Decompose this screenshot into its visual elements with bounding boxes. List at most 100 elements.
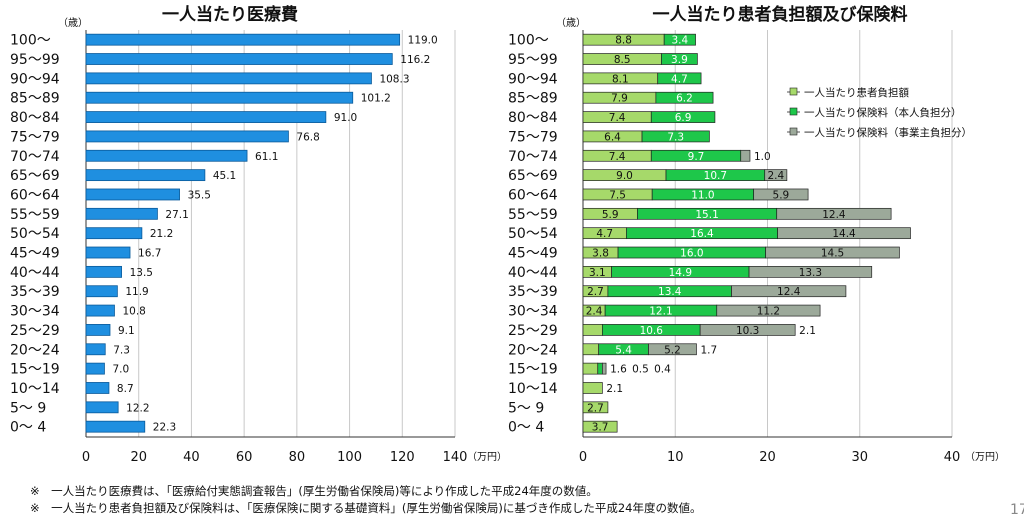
premium-employer-value-label: 11.2 (757, 306, 780, 318)
premium-employer-value-label: 10.3 (736, 325, 759, 337)
medical-cost-value-label: 45.1 (213, 170, 236, 182)
medical-cost-value-label: 13.5 (130, 267, 153, 279)
right-x-tick-label: 10 (667, 450, 684, 465)
medical-cost-value-label: 101.2 (361, 93, 391, 105)
right-age-label: 20～24 (508, 342, 558, 358)
left-age-label: 50～54 (10, 226, 60, 242)
premium-employer-segment (748, 266, 873, 278)
premium-employer-value-label: 2.4 (767, 170, 784, 182)
medical-cost-bar (85, 285, 118, 298)
premium-employer-segment (776, 207, 892, 220)
medical-cost-value-label: 27.1 (165, 209, 188, 221)
medical-cost-bar (85, 33, 401, 46)
legend-label: 一人当たり保険料（本人負担分） (804, 106, 962, 119)
medical-cost-bar (85, 227, 143, 240)
patient-burden-value-label: 1.6 (610, 364, 627, 376)
premium-self-value-label: 4.7 (671, 73, 688, 85)
axis-labels: 100～ 95～99 90～94 85～89 80～84 75～79 70～74 65～69 6… (10, 33, 558, 436)
premium-employer-value-label: 0.4 (654, 364, 671, 376)
premium-employer-segment (602, 362, 607, 375)
patient-burden-value-label: 2.4 (586, 306, 603, 318)
left-age-label: 40～44 (10, 265, 60, 281)
medical-cost-bar (85, 401, 119, 414)
right-age-label: 60～64 (508, 187, 558, 203)
premium-self-value-label: 15.1 (695, 209, 718, 221)
right-age-label: 45～49 (508, 246, 558, 262)
patient-burden-value-label: 8.5 (614, 54, 631, 66)
right-age-label: 100～ (508, 33, 549, 49)
premium-employer-value-label: 14.5 (821, 248, 844, 260)
right-x-tick-label: 40 (944, 450, 961, 465)
right-age-label: 50～54 (508, 226, 558, 242)
premium-employer-segment (731, 285, 847, 298)
medical-cost-bar (85, 149, 248, 162)
premium-self-value-label: 10.7 (704, 170, 727, 182)
medical-cost-bar (85, 420, 146, 433)
legend-swatch (789, 127, 798, 136)
patient-burden-value-label: 1.7 (700, 344, 717, 356)
premium-self-segment (663, 33, 696, 46)
page-number: 17 (1010, 502, 1024, 518)
footnote-medical-cost-source: ※ 一人当たり医療費は、「医療給付実態調査報告」(厚生労働省保険局)等により作成… (30, 484, 598, 498)
right-age-label: 25～29 (508, 323, 558, 339)
right-age-label: 55～59 (508, 207, 558, 223)
patient-burden-value-label: 7.9 (611, 93, 628, 105)
medical-cost-value-label: 119.0 (408, 35, 438, 47)
premium-self-value-label: 13.4 (658, 286, 682, 298)
medical-cost-bar (85, 246, 131, 259)
left-x-tick-label: 100 (337, 450, 362, 465)
patient-burden-value-label: 3.7 (592, 422, 609, 434)
medical-cost-bar (85, 72, 372, 85)
medical-cost-bar (85, 265, 122, 278)
medical-cost-bar (85, 207, 158, 220)
patient-burden-segment (582, 382, 603, 394)
medical-cost-bar (85, 343, 106, 356)
premium-employer-segment (699, 324, 796, 336)
medical-cost-value-label: 91.0 (334, 112, 357, 124)
left-age-label: 95～99 (10, 52, 60, 68)
right-age-label: 10～14 (508, 381, 558, 397)
left-age-unit-label: （歳） (58, 17, 88, 29)
medical-cost-value-label: 22.3 (153, 422, 176, 434)
right-age-label: 40～44 (508, 265, 558, 281)
legend-label: 一人当たり患者負担額 (804, 86, 909, 99)
left-age-label: 65～69 (10, 168, 60, 184)
patient-burden-value-label: 2.7 (587, 402, 604, 414)
medical-cost-bar (85, 324, 111, 336)
left-x-tick-label: 40 (183, 450, 200, 465)
premium-employer-segment (777, 227, 911, 240)
left-age-label: 35～39 (10, 284, 60, 300)
right-chart-title: 一人当たり患者負担額及び保険料 (653, 4, 908, 25)
left-age-label: 10～14 (10, 381, 60, 397)
patient-burden-segment (582, 401, 609, 414)
medical-cost-value-label: 12.2 (126, 402, 149, 414)
left-age-label: 5～ 9 (10, 400, 46, 416)
premium-employer-value-label: 5.2 (664, 344, 681, 356)
right-age-label: 80～84 (508, 110, 558, 126)
premium-self-value-label: 14.9 (669, 267, 692, 279)
left-age-label: 20～24 (10, 342, 60, 358)
medical-cost-bar (85, 382, 110, 394)
medical-cost-value-label: 9.1 (118, 325, 135, 337)
right-age-label: 30～34 (508, 304, 558, 320)
left-age-label: 45～49 (10, 246, 60, 262)
right-age-label: 85～89 (508, 91, 558, 107)
right-x-tick-label: 30 (851, 450, 868, 465)
premium-self-value-label: 3.9 (671, 54, 688, 66)
premium-self-value-label: 12.1 (649, 306, 672, 318)
patient-burden-value-label: 4.7 (596, 228, 613, 240)
left-age-label: 75～79 (10, 129, 60, 145)
premium-self-value-label: 9.7 (688, 151, 705, 163)
medical-cost-value-label: 7.3 (113, 344, 130, 356)
premium-employer-value-label: 12.4 (822, 209, 846, 221)
premium-self-value-label: 16.0 (680, 248, 703, 260)
right-age-label: 0～ 4 (508, 420, 544, 436)
premium-self-value-label: 11.0 (691, 189, 714, 201)
left-age-label: 15～19 (10, 362, 60, 378)
medical-cost-value-label: 7.0 (112, 364, 129, 376)
left-age-label: 55～59 (10, 207, 60, 223)
premium-self-segment (650, 111, 716, 123)
medical-cost-bar (85, 188, 180, 201)
left-chart-gridlines: 0 20 40 60 80 100 120 140 (82, 30, 467, 465)
